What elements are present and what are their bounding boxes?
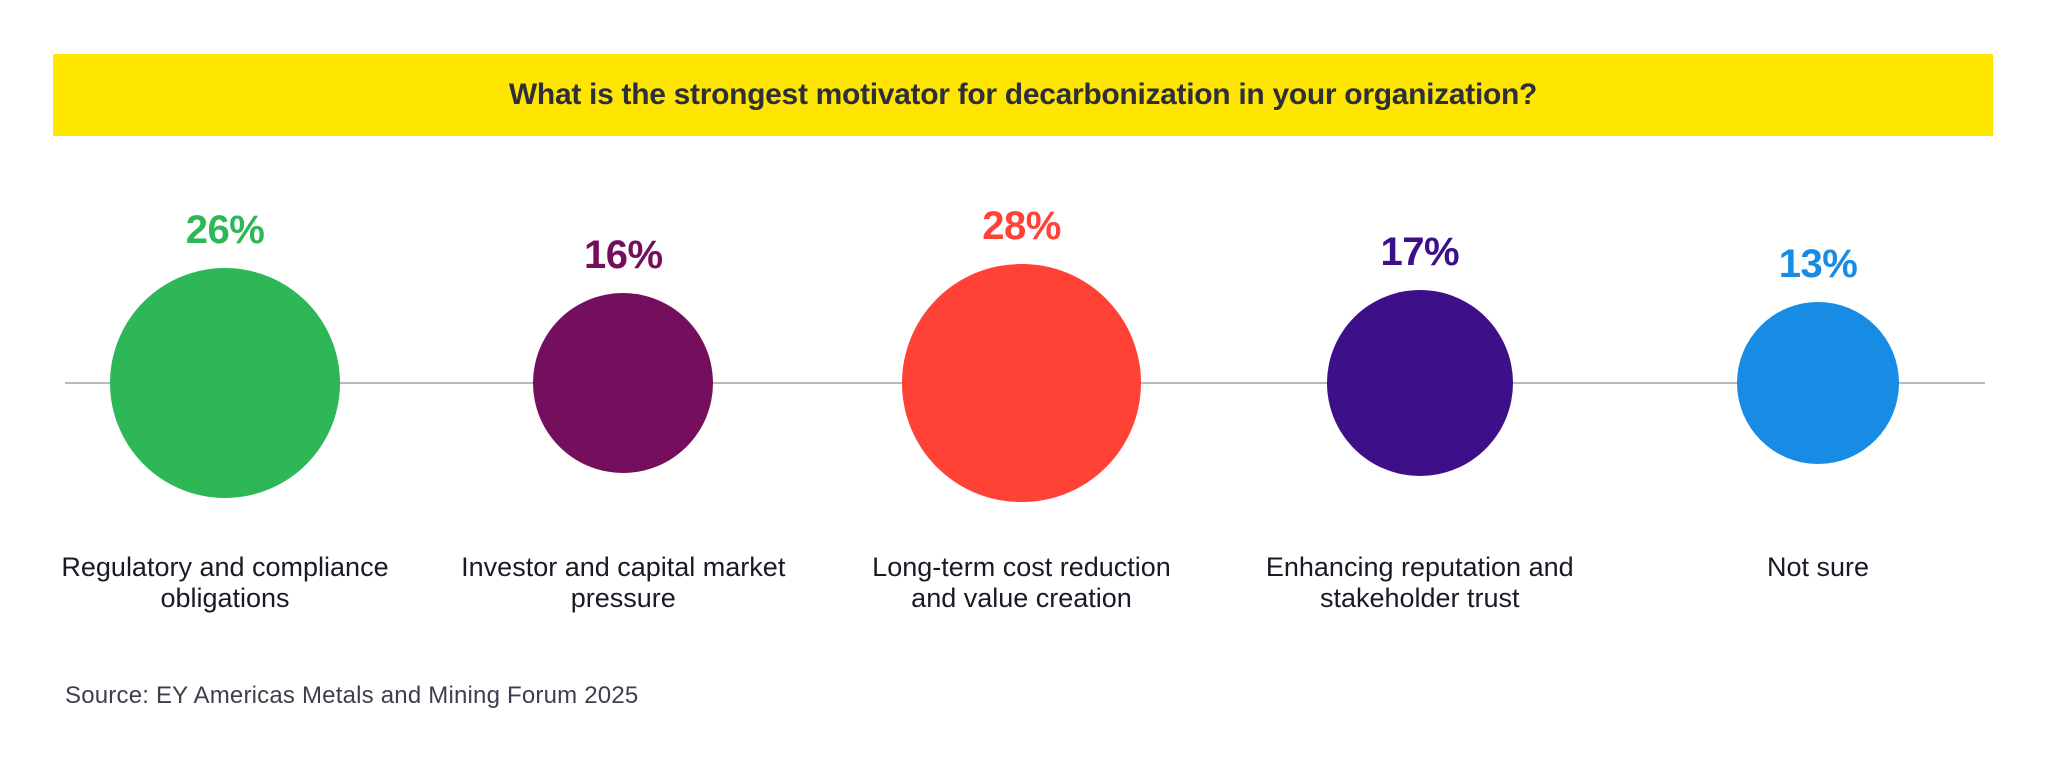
bubble-category-label: Not sure [1766, 552, 1870, 582]
bubble-category-label: Regulatory and compliance obligations [61, 552, 389, 613]
bubble-value-label: 16% [583, 232, 663, 277]
chart-title: What is the strongest motivator for deca… [508, 78, 1538, 111]
bubble-category-label: Long-term cost reduction and value creat… [872, 552, 1171, 613]
bubble-circle [1326, 290, 1513, 476]
bubble-value-label: 17% [1380, 230, 1460, 275]
bubble-category-label: Investor and capital market pressure [461, 552, 786, 613]
title-banner: What is the strongest motivator for deca… [53, 54, 1993, 136]
bubble-circle [1736, 301, 1900, 465]
bubble-circle [110, 268, 340, 498]
bubble-circle [533, 292, 714, 474]
bubble-category-label: Enhancing reputation and stakeholder tru… [1265, 552, 1574, 613]
bubble-value-label: 13% [1778, 241, 1858, 286]
source-note: Source: EY Americas Metals and Mining Fo… [65, 682, 639, 709]
bubble-value-label: 26% [185, 208, 265, 253]
bubble-circle [902, 263, 1141, 503]
bubble-value-label: 28% [982, 203, 1061, 248]
